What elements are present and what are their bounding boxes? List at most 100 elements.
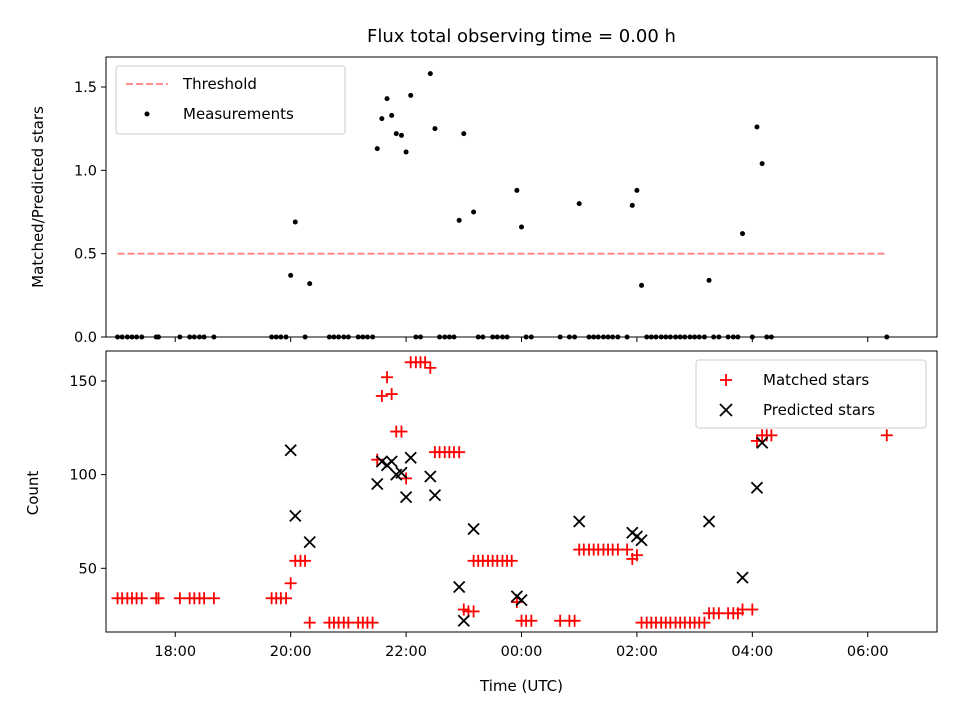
measurement-point xyxy=(653,334,659,340)
matched-star-marker xyxy=(381,371,394,384)
measurement-point xyxy=(129,334,135,340)
measurement-point xyxy=(523,334,529,340)
measurement-point xyxy=(658,334,664,340)
measurement-point xyxy=(278,334,284,340)
x-tick-label: 18:00 xyxy=(154,644,196,660)
bottom-y-tick-label: 50 xyxy=(79,561,97,577)
measurement-point xyxy=(134,334,140,340)
measurement-point xyxy=(124,334,130,340)
matched-star-marker xyxy=(880,429,893,442)
measurement-point xyxy=(566,334,572,340)
predicted-star-marker xyxy=(303,535,316,549)
top-y-tick-label: 1.5 xyxy=(74,80,97,96)
measurement-point xyxy=(572,334,578,340)
measurement-point xyxy=(624,334,630,340)
top-y-axis: 0.0 0.5 1.0 1.5 xyxy=(74,80,106,346)
measurement-point xyxy=(398,132,404,138)
bottom-legend: Matched stars Predicted stars xyxy=(695,359,927,429)
bottom-y-axis-label: Count xyxy=(24,471,42,516)
top-plot: 0.0 0.5 1.0 1.5 Matched/Predicted stars Thr… xyxy=(29,56,938,346)
measurement-point xyxy=(595,334,601,340)
measurement-point xyxy=(384,96,390,102)
measurement-point xyxy=(480,334,486,340)
measurement-point xyxy=(364,334,370,340)
measurement-point xyxy=(629,202,635,208)
measurement-point xyxy=(437,334,443,340)
bottom-x-axis: 18:00 20:00 22:00 00:00 02:00 04:00 06:00 xyxy=(154,632,889,660)
measurement-point xyxy=(749,334,755,340)
measurement-point xyxy=(740,231,746,237)
top-y-tick-label: 1.0 xyxy=(74,163,97,179)
measurement-point xyxy=(634,187,640,193)
predicted-star-marker xyxy=(399,490,413,504)
measurement-point xyxy=(586,334,592,340)
measurement-point xyxy=(446,334,452,340)
measurement-point xyxy=(403,149,409,155)
legend-predicted-label: Predicted stars xyxy=(763,401,875,419)
measurement-point xyxy=(644,334,650,340)
matched-star-marker xyxy=(299,554,312,567)
matched-star-marker xyxy=(467,605,480,618)
legend-threshold-label: Threshold xyxy=(182,75,257,93)
x-tick-label: 22:00 xyxy=(385,644,427,660)
measurement-point xyxy=(754,124,760,130)
measurement-point xyxy=(196,334,202,340)
matched-star-marker xyxy=(525,614,538,627)
measurement-point xyxy=(610,334,616,340)
matched-star-marker xyxy=(419,356,432,369)
measurement-point xyxy=(759,161,765,167)
predicted-star-marker xyxy=(573,515,586,528)
measurement-point xyxy=(528,334,534,340)
measurement-point xyxy=(413,334,419,340)
measurement-point xyxy=(692,334,698,340)
matched-star-marker xyxy=(135,592,148,605)
measurement-point xyxy=(615,334,621,340)
measurement-point xyxy=(191,334,197,340)
predicted-star-marker xyxy=(428,489,442,502)
matched-star-marker xyxy=(568,614,581,627)
matched-star-marker xyxy=(375,389,388,402)
matched-star-marker xyxy=(746,603,759,616)
measurement-point xyxy=(283,334,289,340)
bottom-y-tick-label: 100 xyxy=(69,468,97,484)
measurement-point xyxy=(576,201,582,207)
legend-measurements-swatch xyxy=(144,111,150,117)
measurement-point xyxy=(345,334,351,340)
measurement-point xyxy=(519,224,524,230)
bottom-y-tick-label: 150 xyxy=(69,374,97,390)
x-tick-label: 02:00 xyxy=(616,644,658,660)
bottom-plot: 50 100 150 18:00 20:00 22:00 00:00 02:00 04:00 0… xyxy=(24,350,938,695)
predicted-star-marker xyxy=(635,534,648,547)
predicted-star-marker xyxy=(756,436,769,449)
matched-star-marker xyxy=(280,592,293,605)
matched-star-marker xyxy=(765,429,778,442)
measurement-point xyxy=(557,334,563,340)
predicted-star-marker xyxy=(453,580,466,594)
measurement-point xyxy=(663,334,669,340)
measurement-point xyxy=(716,334,722,340)
x-tick-label: 20:00 xyxy=(270,644,312,660)
measurement-point xyxy=(451,334,457,340)
matched-star-marker xyxy=(303,616,316,629)
measurement-point xyxy=(432,126,438,132)
predicted-star-marker xyxy=(375,455,388,468)
measurement-point xyxy=(442,334,448,340)
measurement-point xyxy=(725,334,731,340)
matched-star-marker xyxy=(395,425,408,438)
matched-star-marker xyxy=(630,549,643,562)
predicted-star-marker xyxy=(515,594,528,607)
x-tick-label: 04:00 xyxy=(731,644,773,660)
measurement-point xyxy=(471,209,477,215)
x-tick-label: 06:00 xyxy=(847,644,889,660)
legend-predicted-swatch xyxy=(719,403,733,417)
measurement-point xyxy=(730,334,736,340)
predicted-star-marker xyxy=(750,481,764,494)
measurement-point xyxy=(499,334,505,340)
measurement-point xyxy=(331,334,337,340)
predicted-star-marker xyxy=(424,470,437,483)
measurement-point xyxy=(302,334,308,340)
measurement-point xyxy=(292,219,298,225)
measurement-point xyxy=(355,334,361,340)
measurement-point xyxy=(490,334,496,340)
